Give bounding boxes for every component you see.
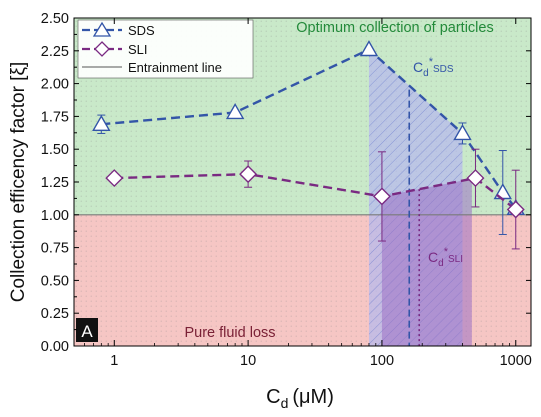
plot-area <box>74 18 531 346</box>
y-tick-label: 0.00 <box>41 339 69 355</box>
sli-data-point <box>105 169 124 188</box>
y-axis: 0.00 0.25 0.50 0.75 1.00 1.25 1.50 1.75 2.00 2.25… <box>41 11 531 355</box>
fluid-loss-region-label: Pure fluid loss <box>184 325 275 341</box>
sli-data-point <box>506 200 525 219</box>
y-tick-label: 1.25 <box>41 175 69 191</box>
legend: SDS SLI Entrainment line <box>77 19 254 79</box>
sli-data-point <box>239 165 258 184</box>
y-tick-label: 1.00 <box>41 208 69 224</box>
y-tick-label: 2.00 <box>41 77 69 93</box>
y-axis-label: Collection efficency factor [ξ] <box>8 62 29 303</box>
legend-item-entrainment: Entrainment line <box>82 60 222 75</box>
y-tick-label: 0.75 <box>41 241 69 257</box>
y-tick-label: 0.25 <box>41 306 69 322</box>
panel-label: A <box>76 318 98 342</box>
critical-label-sli: Cd*SLI <box>428 246 463 269</box>
y-tick-label: 1.75 <box>41 109 69 125</box>
sds-data-point <box>92 114 111 131</box>
y-tick-label: 2.25 <box>41 44 69 60</box>
svg-text:Entrainment line: Entrainment line <box>128 60 222 75</box>
y-tick-label: 2.50 <box>41 11 69 27</box>
svg-text:Cd*SLI: Cd*SLI <box>428 246 463 269</box>
sds-data-point <box>453 124 472 141</box>
x-tick-label: 1 <box>110 353 118 369</box>
sli-data-point <box>372 187 391 206</box>
sli-shaded-band <box>381 178 472 346</box>
optimum-region-label: Optimum collection of particles <box>296 20 493 36</box>
legend-item-sds: SDS <box>82 21 155 38</box>
y-tick-label: 0.50 <box>41 273 69 289</box>
svg-text:Cd*SDS: Cd*SDS <box>413 56 454 79</box>
critical-label-sds: Cd*SDS <box>413 56 454 79</box>
sli-data-point <box>466 169 485 188</box>
x-tick-label: 1000 <box>500 353 532 369</box>
svg-text:SDS: SDS <box>128 23 155 38</box>
sds-data-point <box>359 40 379 57</box>
series-layer <box>92 40 525 250</box>
legend-item-sli: SLI <box>82 41 148 57</box>
sds-data-point <box>225 103 245 120</box>
y-tick-label: 1.50 <box>41 142 69 158</box>
svg-text:SLI: SLI <box>128 42 148 57</box>
x-axis: 1 10 100 1000 <box>84 18 532 369</box>
x-tick-label: 100 <box>370 353 394 369</box>
x-tick-label: 10 <box>240 353 256 369</box>
x-axis-label: Cd (μM) <box>266 386 334 411</box>
svg-text:A: A <box>81 322 93 341</box>
